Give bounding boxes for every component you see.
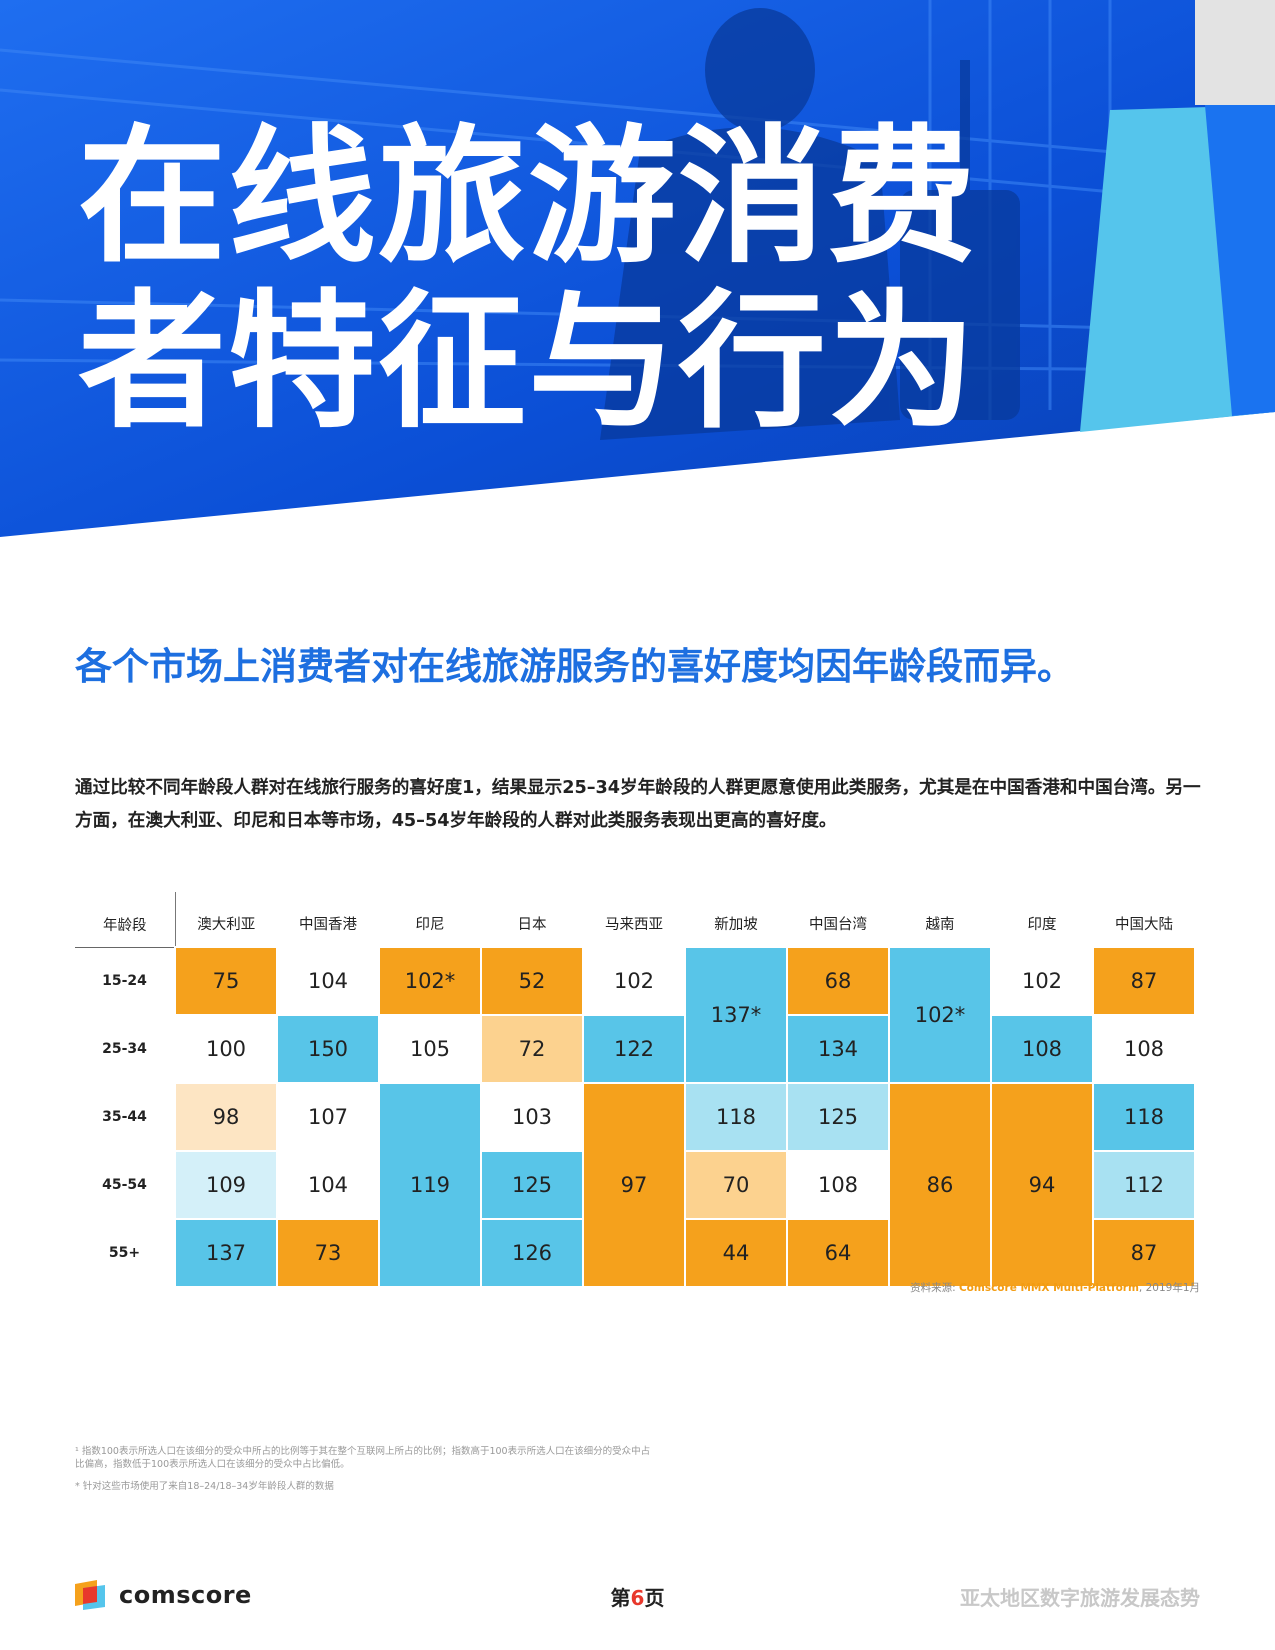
market-header: 中国台湾 bbox=[787, 892, 889, 948]
index-cell: 126 bbox=[480, 1218, 584, 1288]
market-header: 澳大利亚 bbox=[175, 892, 277, 948]
table-row: 45-54 109 104 125 70 108 112 bbox=[75, 1150, 1196, 1220]
index-cell: 98 bbox=[174, 1082, 278, 1152]
index-cell: 137* bbox=[684, 946, 788, 1084]
index-cell: 112 bbox=[1092, 1150, 1196, 1220]
index-cell: 108 bbox=[786, 1150, 890, 1220]
page-number-suffix: 页 bbox=[644, 1586, 665, 1610]
age-group-header: 年龄段 bbox=[75, 892, 176, 948]
table-header-row: 年龄段 澳大利亚 中国香港 印尼 日本 马来西亚 新加坡 中国台湾 越南 印度 中国大陆 bbox=[75, 892, 1195, 948]
index-cell: 125 bbox=[786, 1082, 890, 1152]
market-header: 越南 bbox=[889, 892, 991, 948]
table-row: 25-34 100 150 105 72 122 134 108 108 bbox=[75, 1014, 1196, 1084]
index-cell: 108 bbox=[990, 1014, 1094, 1084]
index-cell: 102 bbox=[582, 946, 686, 1016]
index-cell: 86 bbox=[888, 1082, 992, 1288]
footnote-asterisk: * 针对这些市场使用了来自18–24/18–34岁年龄段人群的数据 bbox=[75, 1481, 334, 1492]
page-title-line-2: 者特征与行为 bbox=[78, 276, 978, 448]
page-number-value: 6 bbox=[630, 1586, 645, 1610]
table-row: 15-24 75 104 102* 52 102 137* 68 102* 102 87 bbox=[75, 946, 1196, 1084]
index-cell: 72 bbox=[480, 1014, 584, 1084]
index-cell: 125 bbox=[480, 1150, 584, 1220]
index-cell: 64 bbox=[786, 1218, 890, 1288]
table-row: 35-44 98 107 119 103 97 118 125 86 94 118 bbox=[75, 1082, 1196, 1288]
age-group-label: 15-24 bbox=[75, 947, 176, 1015]
index-cell: 104 bbox=[276, 1150, 380, 1220]
source-prefix: 资料来源: bbox=[910, 1282, 959, 1294]
index-cell: 102 bbox=[990, 946, 1094, 1016]
index-cell: 104 bbox=[276, 946, 380, 1016]
comscore-logo-icon bbox=[75, 1580, 105, 1610]
age-group-label: 35-44 bbox=[75, 1083, 176, 1151]
table-body: 15-24 75 104 102* 52 102 137* 68 102* 102 87 25-34 1… bbox=[75, 946, 1196, 1288]
page-number: 第6页 bbox=[0, 1582, 1275, 1611]
report-title: 亚太地区数字旅游发展态势 bbox=[960, 1586, 1200, 1610]
index-cell: 150 bbox=[276, 1014, 380, 1084]
index-cell: 103 bbox=[480, 1082, 584, 1152]
source-note: 资料来源: Comscore MMX Multi-Platform, 2019年… bbox=[910, 1280, 1200, 1295]
index-cell: 73 bbox=[276, 1218, 380, 1288]
age-group-label: 25-34 bbox=[75, 1015, 176, 1083]
index-cell: 108 bbox=[1092, 1014, 1196, 1084]
index-cell: 134 bbox=[786, 1014, 890, 1084]
hero-banner: 在线旅游消费 者特征与行为 bbox=[0, 0, 1275, 540]
market-header: 中国香港 bbox=[277, 892, 379, 948]
index-cell: 97 bbox=[582, 1082, 686, 1288]
market-header: 中国大陆 bbox=[1093, 892, 1195, 948]
market-header: 日本 bbox=[481, 892, 583, 948]
index-cell: 87 bbox=[1092, 946, 1196, 1016]
market-header: 新加坡 bbox=[685, 892, 787, 948]
page-title-line-1: 在线旅游消费 bbox=[78, 111, 978, 283]
index-cell: 70 bbox=[684, 1150, 788, 1220]
index-cell: 137 bbox=[174, 1218, 278, 1288]
intro-paragraph: 通过比较不同年龄段人群对在线旅行服务的喜好度1，结果显示25–34岁年龄段的人群… bbox=[75, 778, 1201, 831]
index-cell: 102* bbox=[378, 946, 482, 1016]
index-cell: 94 bbox=[990, 1082, 1094, 1288]
index-cell: 102* bbox=[888, 946, 992, 1084]
source-brand: Comscore MMX Multi-Platform bbox=[958, 1282, 1139, 1294]
index-cell: 118 bbox=[684, 1082, 788, 1152]
index-cell: 100 bbox=[174, 1014, 278, 1084]
market-header: 马来西亚 bbox=[583, 892, 685, 948]
index-cell: 122 bbox=[582, 1014, 686, 1084]
comscore-logo-text: comscore bbox=[119, 1581, 252, 1609]
source-suffix: , 2019年1月 bbox=[1138, 1282, 1200, 1294]
footnote-index: ¹ 指数100表示所选人口在该细分的受众中所占的比例等于其在整个互联网上所占的比… bbox=[75, 1446, 651, 1470]
page-title: 在线旅游消费 者特征与行为 bbox=[78, 115, 978, 445]
index-cell: 109 bbox=[174, 1150, 278, 1220]
age-group-label: 55+ bbox=[75, 1219, 176, 1287]
comscore-logo: comscore bbox=[75, 1580, 251, 1610]
index-cell: 87 bbox=[1092, 1218, 1196, 1288]
age-group-label: 45-54 bbox=[75, 1151, 176, 1219]
index-cell: 119 bbox=[378, 1082, 482, 1288]
affinity-index-table: 年龄段 澳大利亚 中国香港 印尼 日本 马来西亚 新加坡 中国台湾 越南 印度 中国大陆 15-2… bbox=[75, 892, 1196, 1288]
market-header: 印尼 bbox=[379, 892, 481, 948]
index-cell: 107 bbox=[276, 1082, 380, 1152]
table-row: 55+ 137 73 126 44 64 87 bbox=[75, 1218, 1196, 1288]
index-cell: 52 bbox=[480, 946, 584, 1016]
index-cell: 44 bbox=[684, 1218, 788, 1288]
market-header: 印度 bbox=[991, 892, 1093, 948]
index-cell: 105 bbox=[378, 1014, 482, 1084]
index-cell: 68 bbox=[786, 946, 890, 1016]
index-cell: 118 bbox=[1092, 1082, 1196, 1152]
index-cell: 75 bbox=[174, 946, 278, 1016]
section-headline: 各个市场上消费者对在线旅游服务的喜好度均因年龄段而异。 bbox=[75, 645, 1074, 688]
footnotes: ¹ 指数100表示所选人口在该细分的受众中所占的比例等于其在整个互联网上所占的比… bbox=[75, 1445, 655, 1502]
hero-background-image bbox=[0, 0, 1275, 537]
page-number-prefix: 第 bbox=[610, 1586, 631, 1610]
